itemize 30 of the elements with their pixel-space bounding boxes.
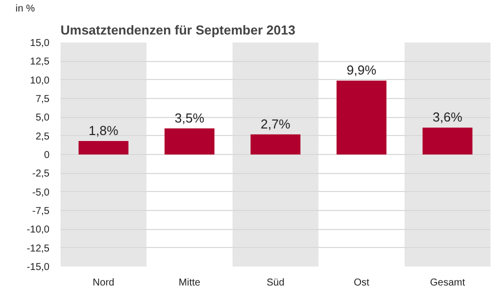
chart-title: Umsatztendenzen für September 2013	[60, 22, 296, 38]
y-tick-label: 15,0	[30, 38, 50, 49]
x-tick-label: Mitte	[178, 278, 201, 288]
x-tick-label: Süd	[266, 278, 284, 288]
y-tick-label: -10,0	[26, 224, 50, 236]
data-label: 2,7%	[260, 116, 291, 132]
y-tick-label: -15,0	[26, 262, 50, 273]
bar	[422, 128, 472, 154]
bar	[78, 141, 128, 154]
data-label: 9,9%	[346, 62, 377, 78]
data-label: 3,5%	[174, 110, 205, 126]
x-tick-label: Ost	[354, 278, 370, 288]
y-tick-label: 2,5	[36, 131, 50, 142]
y-tick-label: -5,0	[32, 187, 50, 198]
y-tick-label: 10,0	[30, 75, 50, 86]
y-tick-label: -12,5	[26, 243, 50, 254]
bar	[250, 134, 300, 154]
x-tick-label: Gesamt	[430, 278, 466, 288]
x-tick-label: Nord	[92, 278, 114, 288]
y-tick-label: -2,5	[32, 168, 50, 180]
y-tick-label: 7,5	[36, 94, 50, 105]
bar	[336, 80, 386, 154]
bar	[164, 128, 214, 154]
y-tick-label: -7,5	[32, 206, 50, 217]
y-tick-label: 12,5	[30, 56, 50, 68]
y-tick-label: 0	[44, 150, 50, 161]
y-tick-label: 5,0	[36, 112, 50, 124]
data-label: 3,6%	[432, 110, 463, 125]
y-axis-title: in %	[16, 4, 36, 14]
data-label: 1,8%	[88, 123, 119, 138]
